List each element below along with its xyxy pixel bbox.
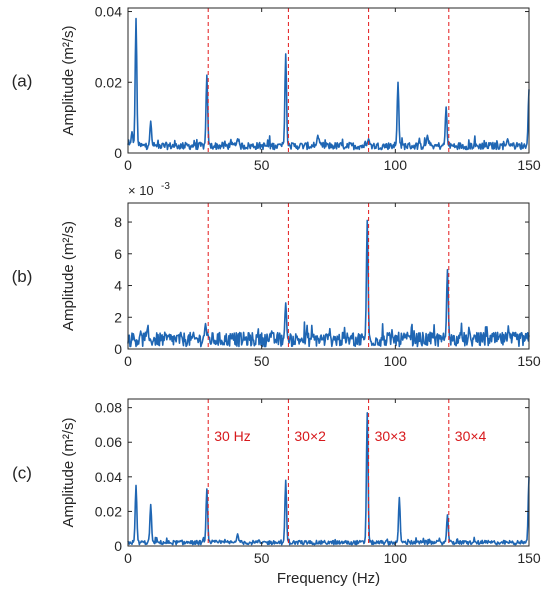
y-tick-label: 4 <box>114 278 122 294</box>
y-tick-label: 0.02 <box>95 503 122 519</box>
panel-b: 0 50 100 150 0 2 4 6 8 × 10 -3 Amplitude (m²/s) (b) <box>12 181 541 369</box>
y-axis-label: Amplitude (m²/s) <box>60 221 77 331</box>
x-tick-label: 0 <box>124 550 132 566</box>
axes-box <box>128 399 529 546</box>
series-line <box>128 19 529 150</box>
panel-c: 30 Hz 30×2 30×3 30×4 0 50 100 150 0 0.02 0.04 0.06 0… <box>12 399 541 566</box>
x-tick-label: 100 <box>384 353 408 369</box>
y-tick-label: 0.06 <box>95 434 122 450</box>
x-tick-label: 50 <box>254 353 270 369</box>
panel-a: 0 50 100 150 0 0.02 0.04 Amplitude (m²/s) (a) <box>12 4 541 173</box>
axes-box <box>128 8 529 153</box>
x-tick-label: 100 <box>384 157 408 173</box>
harmonic-label: 30×4 <box>455 428 487 444</box>
y-scale-note: × 10 <box>128 183 154 198</box>
y-axis-label: Amplitude (m²/s) <box>60 25 77 135</box>
y-tick-label: 0.04 <box>95 469 122 485</box>
x-tick-label: 0 <box>124 157 132 173</box>
x-tick-label: 150 <box>517 353 541 369</box>
x-tick-label: 50 <box>254 550 270 566</box>
y-axis-label: Amplitude (m²/s) <box>60 417 77 527</box>
y-tick-label: 0 <box>114 145 122 161</box>
harmonic-label: 30×2 <box>294 428 326 444</box>
series-line <box>128 220 529 346</box>
y-tick-label: 0.04 <box>95 4 122 20</box>
panel-label: (b) <box>12 267 33 286</box>
y-tick-label: 6 <box>114 246 122 262</box>
y-tick-label: 0 <box>114 538 122 554</box>
harmonic-label: 30×3 <box>375 428 407 444</box>
panel-label: (c) <box>12 464 32 483</box>
y-tick-label: 2 <box>114 309 122 325</box>
harmonic-label: 30 Hz <box>214 428 251 444</box>
x-tick-label: 50 <box>254 157 270 173</box>
x-tick-label: 150 <box>517 550 541 566</box>
y-tick-label: 8 <box>114 214 122 230</box>
x-tick-label: 100 <box>384 550 408 566</box>
panel-label: (a) <box>12 72 33 91</box>
x-axis-label: Frequency (Hz) <box>277 570 380 587</box>
y-scale-exponent: -3 <box>161 181 170 192</box>
x-tick-label: 0 <box>124 353 132 369</box>
y-tick-label: 0 <box>114 341 122 357</box>
y-tick-label: 0.02 <box>95 74 122 90</box>
y-tick-label: 0.08 <box>95 400 122 416</box>
x-tick-label: 150 <box>517 157 541 173</box>
